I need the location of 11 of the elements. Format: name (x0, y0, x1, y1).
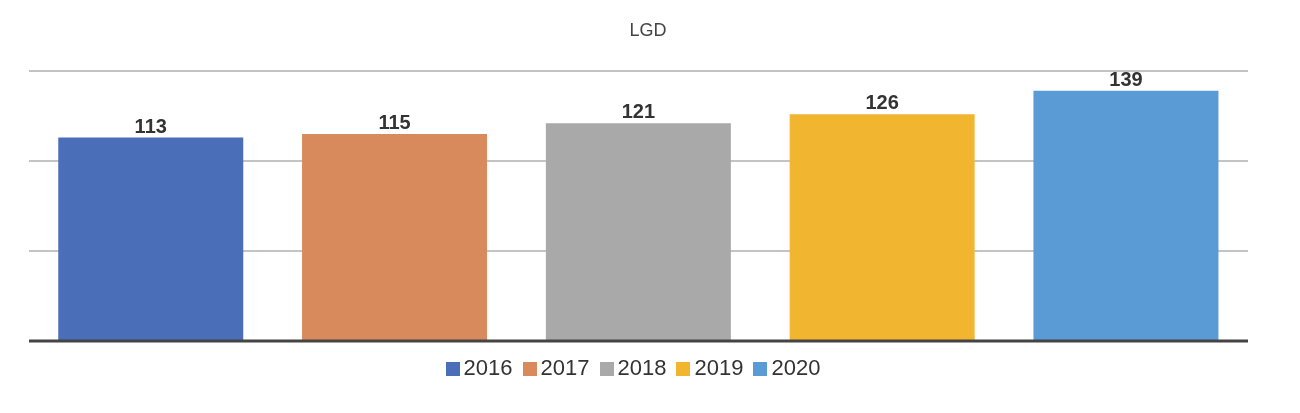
legend-label: 2018 (617, 355, 667, 380)
data-label: 139 (1109, 67, 1143, 90)
data-label: 113 (134, 114, 167, 137)
data-label: 126 (865, 91, 899, 114)
data-label: 121 (621, 100, 656, 123)
legend-label: 2017 (540, 355, 590, 380)
data-label: 115 (378, 111, 411, 133)
legend-label: 2016 (463, 355, 513, 380)
chart-title: LGD (628, 19, 668, 41)
legend-label: 2020 (771, 355, 821, 380)
legend-label: 2019 (694, 355, 744, 380)
